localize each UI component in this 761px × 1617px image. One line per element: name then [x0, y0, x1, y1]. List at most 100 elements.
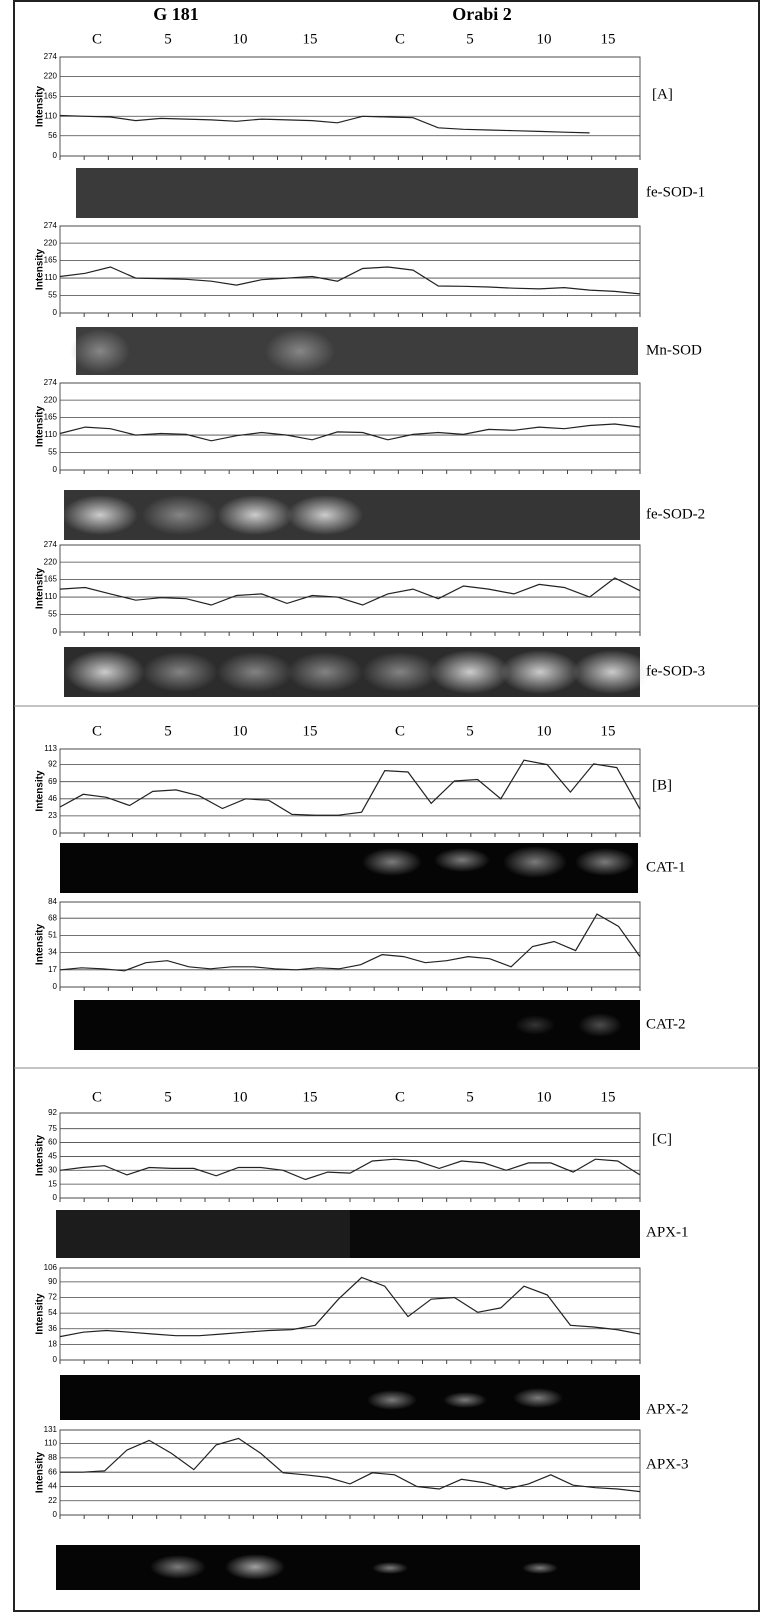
- lane-label: C: [92, 31, 102, 47]
- y-tick-label: 0: [53, 1193, 58, 1202]
- plot-frame: [60, 749, 640, 833]
- y-tick-label: 55: [48, 291, 57, 300]
- y-tick-label: 110: [44, 430, 57, 439]
- y-tick-label: 165: [44, 575, 58, 584]
- section-label: [A]: [652, 86, 673, 102]
- y-tick-label: 220: [44, 395, 58, 404]
- y-axis-label: Intensity: [35, 86, 46, 128]
- y-tick-label: 55: [48, 610, 57, 619]
- y-tick-label: 54: [48, 1308, 57, 1317]
- lane-label: C: [92, 723, 102, 739]
- gel-spot: [578, 1013, 622, 1037]
- y-tick-label: 0: [53, 1510, 58, 1519]
- y-tick-label: 110: [44, 1439, 57, 1448]
- lane-label: 15: [303, 723, 318, 739]
- lane-label: 5: [164, 1089, 172, 1105]
- y-tick-label: 131: [44, 1425, 58, 1434]
- lane-label: 5: [164, 723, 172, 739]
- gel-spot: [142, 495, 218, 535]
- y-tick-label: 17: [48, 965, 57, 974]
- y-tick-label: 220: [44, 72, 58, 81]
- band-label: CAT-2: [646, 1016, 685, 1032]
- lane-label: 5: [466, 1089, 474, 1105]
- gel-spot: [150, 1555, 206, 1579]
- y-tick-label: 220: [44, 238, 58, 247]
- lane-label: 5: [164, 31, 172, 47]
- y-tick-label: 51: [48, 931, 57, 940]
- intensity-line: [60, 116, 640, 134]
- lane-label: 15: [601, 1089, 616, 1105]
- gel-spot: [287, 495, 363, 535]
- gel-spot: [515, 1015, 555, 1035]
- gel-spot: [367, 1390, 417, 1410]
- section-label: [B]: [652, 777, 672, 793]
- page: {"header": {"left": "G 181", "right": "O…: [0, 0, 761, 1612]
- y-tick-label: 69: [48, 777, 57, 786]
- y-axis-label: Intensity: [35, 1452, 46, 1494]
- plot-frame: [60, 545, 640, 632]
- intensity-line: [60, 578, 640, 605]
- y-tick-label: 165: [44, 413, 58, 422]
- y-tick-label: 22: [48, 1496, 57, 1505]
- y-tick-label: 274: [44, 540, 58, 549]
- y-tick-label: 68: [48, 913, 57, 922]
- gel-spot: [430, 650, 510, 694]
- lane-label: 10: [537, 1089, 552, 1105]
- y-tick-label: 44: [48, 1482, 57, 1491]
- gel-spot: [513, 1388, 563, 1408]
- gel-spot: [500, 650, 580, 694]
- lane-label: 10: [233, 1089, 248, 1105]
- gel-band: [76, 168, 638, 218]
- y-tick-label: 0: [53, 151, 58, 160]
- gel-spot: [142, 652, 218, 692]
- gel-band: [74, 1000, 640, 1050]
- group-label: G 181: [153, 4, 199, 24]
- y-tick-label: 34: [48, 948, 57, 957]
- y-tick-label: 60: [48, 1138, 57, 1147]
- y-tick-label: 0: [53, 982, 58, 991]
- y-tick-label: 45: [48, 1152, 57, 1161]
- lane-label: 10: [537, 31, 552, 47]
- gel-spot: [503, 846, 567, 878]
- y-tick-label: 56: [48, 131, 57, 140]
- band-label: fe-SOD-2: [646, 506, 705, 522]
- lane-label: C: [395, 723, 405, 739]
- lane-label: 10: [233, 723, 248, 739]
- gel-spot: [434, 848, 490, 872]
- y-tick-label: 75: [48, 1124, 57, 1133]
- intensity-line: [60, 424, 640, 441]
- y-tick-label: 30: [48, 1165, 57, 1174]
- gel-spot: [265, 329, 335, 373]
- gel-spot: [362, 652, 438, 692]
- lane-label: C: [92, 1089, 102, 1105]
- figure: G 181 Orabi 2: [0, 0, 761, 1612]
- y-tick-label: 55: [48, 448, 57, 457]
- y-axis-label: Intensity: [35, 249, 46, 291]
- y-tick-label: 110: [44, 592, 57, 601]
- gel-bands: [56, 168, 652, 1590]
- y-tick-label: 23: [48, 811, 57, 820]
- intensity-line: [60, 267, 640, 294]
- band-label: APX-2: [646, 1401, 689, 1417]
- gel-spot: [572, 650, 652, 694]
- y-tick-label: 0: [53, 308, 58, 317]
- y-axis-label: Intensity: [35, 770, 46, 812]
- gel-spot: [225, 1554, 285, 1580]
- y-tick-label: 0: [53, 627, 58, 636]
- plot-frame: [60, 902, 640, 987]
- y-axis-label: Intensity: [35, 1293, 46, 1335]
- intensity-line: [60, 1438, 640, 1491]
- gel-spot: [522, 1562, 558, 1574]
- y-axis-label: Intensity: [35, 924, 46, 966]
- lane-label: 10: [537, 723, 552, 739]
- lane-label: 15: [303, 31, 318, 47]
- y-tick-label: 274: [44, 221, 58, 230]
- gel-spot: [372, 1562, 408, 1574]
- band-label: fe-SOD-3: [646, 663, 705, 679]
- y-tick-label: 66: [48, 1467, 57, 1476]
- y-tick-label: 0: [53, 1355, 58, 1364]
- y-axis-label: Intensity: [35, 1135, 46, 1177]
- lane-label: 15: [303, 1089, 318, 1105]
- y-tick-label: 18: [48, 1339, 57, 1348]
- y-tick-label: 92: [48, 760, 57, 769]
